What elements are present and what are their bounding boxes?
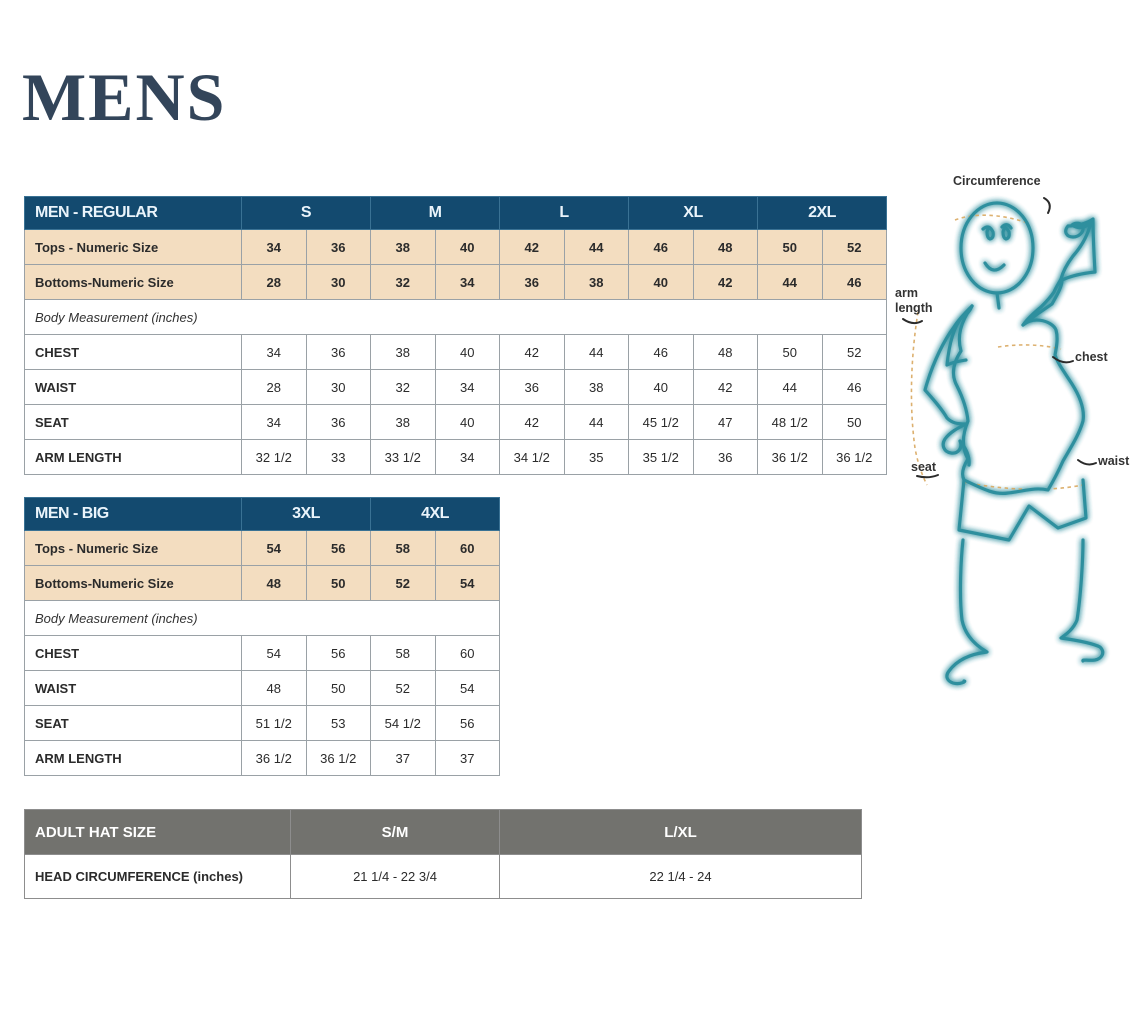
svg-text:waist: waist [1097,454,1130,468]
svg-text:arm: arm [895,286,918,300]
svg-text:Circumference: Circumference [953,174,1041,188]
svg-text:seat: seat [911,460,937,474]
svg-text:chest: chest [1075,350,1108,364]
svg-text:length: length [895,301,933,315]
